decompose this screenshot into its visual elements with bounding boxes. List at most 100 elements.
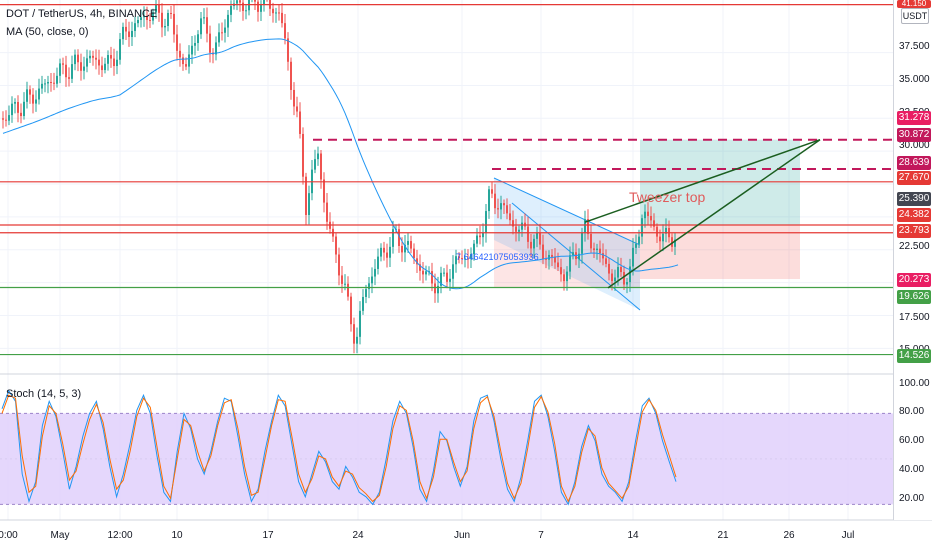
- candle-body: [605, 258, 607, 264]
- candle-body: [467, 258, 469, 260]
- candle-body: [596, 248, 598, 251]
- candle-body: [551, 254, 553, 257]
- candle-body: [98, 59, 100, 66]
- candle-body: [527, 226, 529, 242]
- candle-body: [335, 236, 337, 255]
- candle-body: [254, 0, 256, 2]
- candle-body: [569, 255, 571, 272]
- candle-body: [29, 89, 31, 95]
- candle-body: [62, 63, 64, 65]
- candle-body: [191, 45, 193, 55]
- stoch-panel: [0, 389, 893, 506]
- candle-body: [239, 0, 241, 3]
- candle-body: [257, 1, 259, 12]
- candle-body: [8, 115, 10, 121]
- candle-body: [53, 82, 55, 84]
- candle-body: [587, 219, 589, 235]
- candle-body: [515, 226, 517, 232]
- candle-body: [26, 89, 28, 102]
- candle-body: [47, 82, 49, 84]
- candle-body: [518, 229, 520, 232]
- candle-body: [614, 277, 616, 282]
- candle-body: [200, 18, 202, 35]
- candle-body: [305, 176, 307, 215]
- candle-body: [446, 272, 448, 282]
- price-tag: 23.793: [897, 224, 931, 238]
- candle-body: [179, 50, 181, 58]
- time-tick: 26: [783, 530, 795, 541]
- price-axis[interactable]: [893, 0, 932, 520]
- price-tag: 27.670: [897, 171, 931, 185]
- candle-body: [143, 15, 145, 18]
- candle-body: [245, 10, 247, 12]
- candle-body: [296, 106, 298, 112]
- candle-body: [146, 15, 148, 20]
- price-tag: 31.278: [897, 111, 931, 125]
- candle-body: [194, 43, 196, 46]
- candle-body: [131, 30, 133, 37]
- currency-button[interactable]: USDT: [901, 8, 929, 24]
- candle-body: [113, 58, 115, 67]
- candle-body: [674, 239, 676, 247]
- candle-body: [281, 12, 283, 24]
- candle-body: [503, 203, 505, 206]
- candle-body: [35, 99, 37, 104]
- stoch-k-line: [1, 389, 677, 506]
- candle-body: [89, 55, 91, 59]
- candle-body: [107, 55, 109, 64]
- candle-body: [20, 112, 22, 117]
- candle-body: [608, 263, 610, 274]
- candle-body: [125, 26, 127, 32]
- candle-body: [290, 61, 292, 90]
- price-tag: 20.273: [897, 273, 931, 287]
- loss-zone: [640, 225, 800, 280]
- candle-body: [161, 12, 163, 28]
- candle-body: [431, 271, 433, 284]
- candle-body: [356, 336, 358, 344]
- candle-body: [404, 244, 406, 253]
- candle-body: [362, 296, 364, 311]
- candle-body: [350, 296, 352, 325]
- time-tick: 12:00: [107, 530, 133, 541]
- candle-body: [170, 12, 172, 14]
- candle-body: [380, 247, 382, 257]
- price-tick: 37.500: [899, 41, 930, 52]
- price-tick: 35.000: [899, 74, 930, 85]
- candle-body: [401, 245, 403, 253]
- candle-body: [17, 101, 19, 113]
- candle-body: [320, 153, 322, 180]
- candle-body: [554, 256, 556, 263]
- candle-body: [158, 4, 160, 13]
- candle-body: [185, 64, 187, 67]
- candle-body: [584, 219, 586, 233]
- candle-body: [221, 32, 223, 34]
- candle-body: [650, 215, 652, 221]
- candle-body: [611, 273, 613, 282]
- candle-body: [644, 211, 646, 219]
- candle-body: [662, 233, 664, 242]
- candle-body: [530, 241, 532, 249]
- candle-body: [347, 283, 349, 297]
- candle-body: [593, 248, 595, 251]
- candle-body: [659, 236, 661, 242]
- candle-body: [449, 278, 451, 282]
- candle-body: [413, 248, 415, 259]
- candle-body: [284, 23, 286, 39]
- candle-body: [110, 55, 112, 59]
- candle-body: [71, 64, 73, 79]
- candle-body: [203, 17, 205, 19]
- candle-body: [425, 271, 427, 275]
- candle-body: [59, 63, 61, 76]
- candle-body: [77, 54, 79, 63]
- candle-body: [419, 264, 421, 271]
- candle-body: [437, 285, 439, 294]
- candle-body: [671, 237, 673, 247]
- candle-body: [602, 253, 604, 259]
- candle-body: [368, 283, 370, 290]
- candle-body: [359, 310, 361, 337]
- candle-body: [11, 103, 13, 116]
- candle-body: [455, 256, 457, 265]
- time-tick: Jul: [841, 530, 855, 541]
- price-tag: 30.872: [897, 128, 931, 142]
